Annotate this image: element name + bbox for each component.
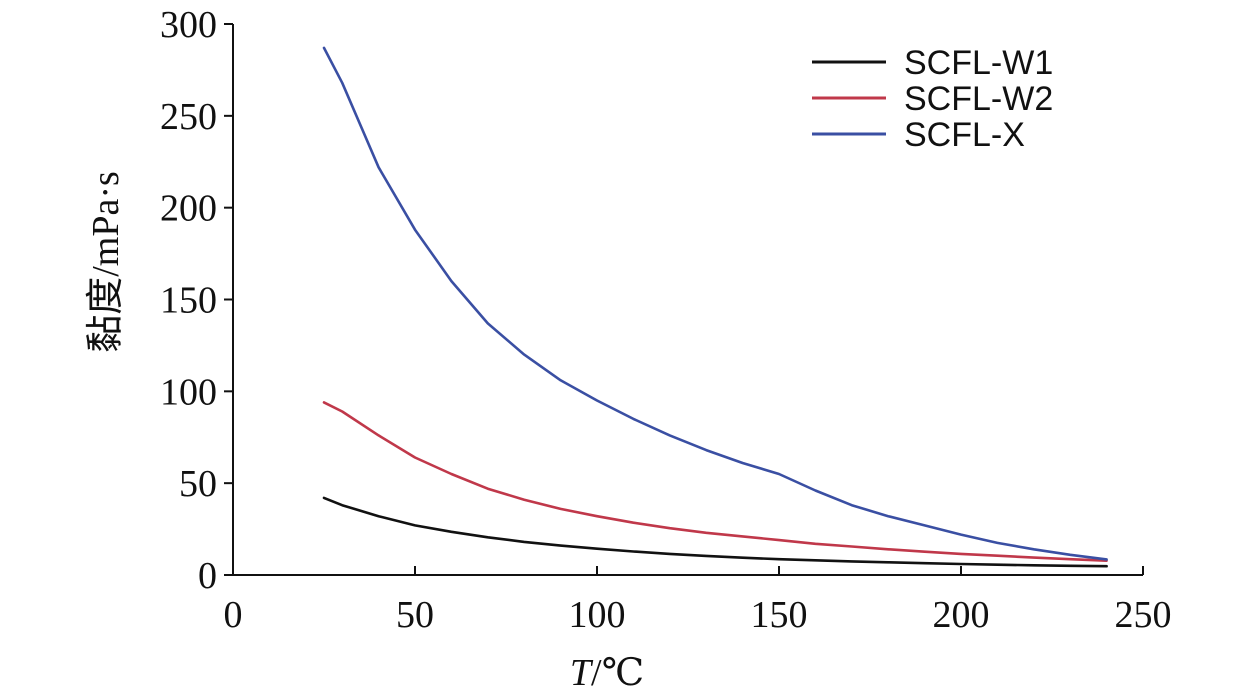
- ticks: 0 50 100 150 200 250 300 0 50 100 150 200 250: [160, 4, 1172, 636]
- plot-lines: [322, 46, 1108, 568]
- x-axis-title: T/℃: [570, 652, 644, 694]
- y-tick-label: 150: [160, 280, 217, 322]
- series-line-scfl-w2: [322, 401, 1108, 563]
- y-tick-label: 50: [179, 463, 217, 505]
- x-axis-title-unit: /℃: [591, 652, 644, 694]
- x-tick-label: 150: [751, 594, 808, 636]
- x-tick-label: 50: [396, 594, 434, 636]
- y-tick-label: 300: [160, 4, 217, 46]
- legend-label-scfl-w2: SCFL-W2: [904, 80, 1053, 118]
- y-axis-title: 黏度/mPa·s: [85, 171, 127, 353]
- x-tick-label: 200: [933, 594, 990, 636]
- y-tick-label: 250: [160, 96, 217, 138]
- legend-label-scfl-w1: SCFL-W1: [904, 44, 1053, 82]
- series-line-scfl-x: [322, 46, 1108, 561]
- series-line-scfl-w1: [322, 496, 1108, 568]
- y-tick-label: 0: [198, 555, 217, 597]
- y-tick-label: 100: [160, 371, 217, 413]
- x-tick-label: 100: [569, 594, 626, 636]
- x-axis-title-variable: T: [570, 652, 594, 694]
- legend-label-scfl-x: SCFL-X: [904, 116, 1025, 154]
- x-tick-label: 0: [224, 594, 243, 636]
- y-tick-label: 200: [160, 188, 217, 230]
- x-tick-label: 250: [1115, 594, 1172, 636]
